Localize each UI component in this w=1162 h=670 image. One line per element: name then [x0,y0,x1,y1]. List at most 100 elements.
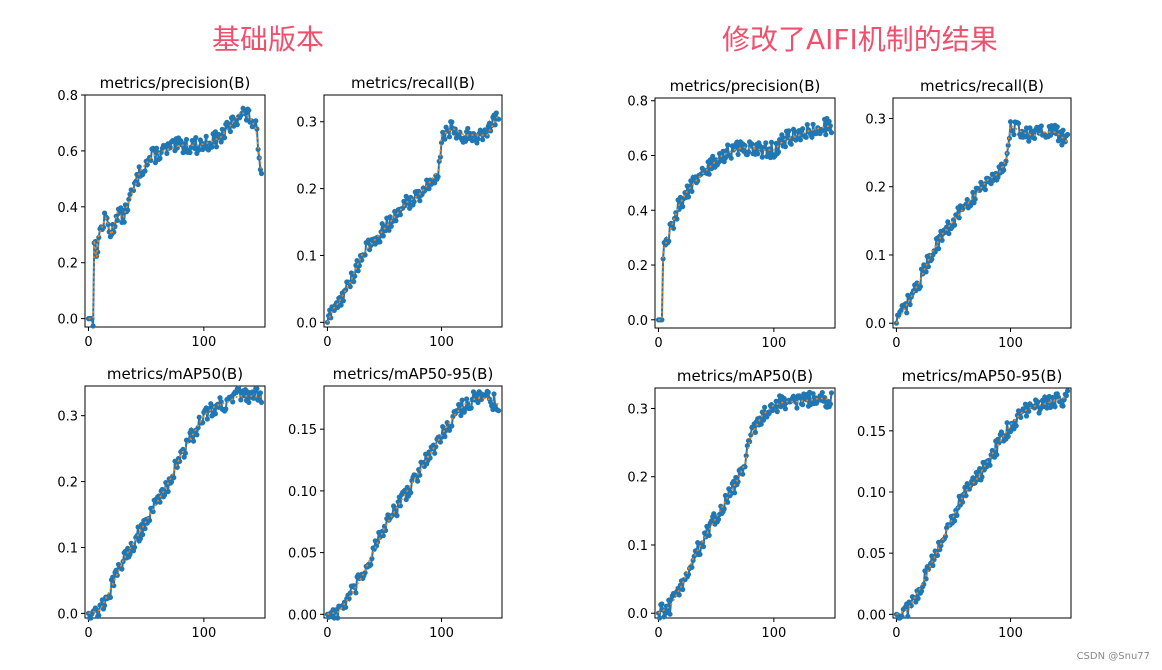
data-point [977,466,983,472]
data-point [183,136,190,143]
y-tick-label: 0.2 [57,476,78,491]
data-point [442,136,448,142]
data-point [1034,403,1040,409]
data-point [1007,119,1014,125]
data-point [721,506,727,512]
data-point [747,439,753,445]
data-point [416,467,422,473]
data-point [730,478,737,485]
data-point [989,447,995,454]
data-point [972,196,978,202]
data-point [823,132,829,138]
x-tick-label: 0 [654,336,662,351]
data-point [335,615,341,621]
data-point [775,149,782,155]
x-tick-label: 0 [323,335,331,350]
x-tick-label: 100 [761,626,786,641]
data-point [749,141,755,147]
data-point [446,427,453,433]
data-point [208,401,214,407]
data-point [222,135,228,141]
data-point [995,174,1001,180]
x-tick-label: 0 [892,336,900,351]
chart-right-7: metrics/mAP50-95(B) 0.00 0.05 0.10 0.15 0 100 [857,367,1072,641]
data-point [666,238,672,244]
data-point [766,146,772,152]
x-tick-label: 100 [429,626,454,641]
data-point [449,423,455,429]
data-point [670,225,677,231]
data-point [918,588,925,594]
data-point [147,517,153,524]
series-smooth-line [658,397,832,614]
data-point [164,150,170,156]
data-point [355,268,361,274]
data-point [119,566,125,572]
data-point [218,139,224,145]
data-point [152,500,158,506]
data-point [194,150,200,156]
data-point [819,390,825,396]
y-tick-label: 0.1 [57,541,78,556]
data-point [1005,433,1011,439]
x-tick-label: 0 [84,335,92,350]
data-point [193,135,199,141]
data-point [706,171,712,177]
data-point [782,406,789,412]
data-point [377,239,383,245]
data-point [446,134,453,140]
data-point [150,509,156,515]
data-point [136,164,142,170]
data-point [905,613,911,620]
data-point [93,607,100,613]
data-point [915,595,921,602]
data-point [751,147,757,153]
data-point [171,475,177,481]
y-tick-label: 0.1 [296,249,317,264]
data-point [426,186,432,192]
y-tick-label: 0.4 [627,204,648,219]
watermark: CSDN @Snu77 [1076,651,1150,662]
data-point [1052,404,1058,410]
data-point [689,188,695,194]
data-point [964,197,970,203]
data-point [168,479,175,485]
data-point [763,140,769,146]
data-point [408,490,414,496]
data-point [1004,420,1010,426]
data-point [140,532,146,538]
data-point [982,187,989,193]
data-point [153,145,160,151]
data-point [899,614,905,620]
data-point [803,134,809,140]
data-point [903,301,909,307]
data-point [449,119,455,125]
series-smooth-line [896,395,1068,616]
data-point [196,414,202,420]
data-point [1025,134,1031,140]
data-point [689,564,695,570]
data-point [1001,167,1007,173]
data-point [362,252,368,258]
data-point [132,544,138,550]
chart-title: metrics/recall(B) [351,74,475,92]
data-point [1026,138,1032,144]
data-point [113,213,119,219]
data-point [444,420,450,426]
data-point [921,581,927,587]
series-smooth-line [327,397,499,616]
data-point [468,405,474,411]
y-tick-label: 0.2 [865,181,886,196]
series-raw-line [326,111,499,323]
data-point [482,127,488,133]
data-point [827,123,834,129]
y-tick-label: 0.10 [288,485,317,500]
chart-title: metrics/mAP50(B) [107,365,243,383]
data-point [1011,132,1017,138]
data-point [898,307,904,314]
data-point [88,615,94,621]
y-tick-label: 0.4 [57,201,78,216]
data-point [726,486,732,492]
x-tick-label: 0 [892,626,900,641]
